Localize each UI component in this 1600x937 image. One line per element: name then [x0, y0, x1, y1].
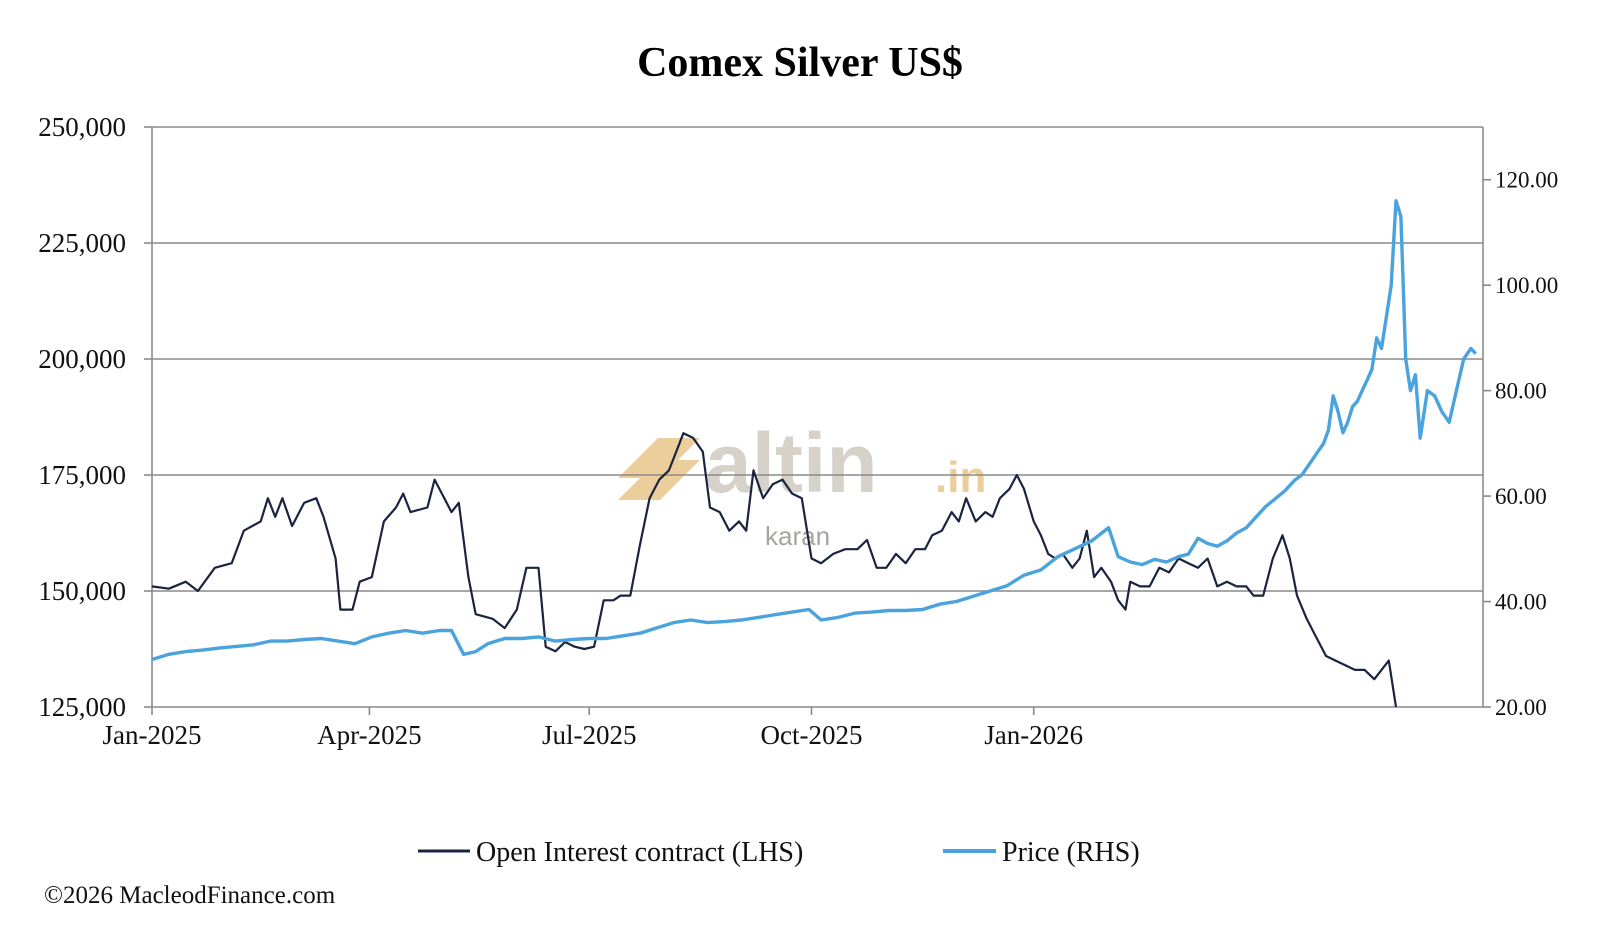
left-tick-label: 125,000 — [38, 692, 126, 722]
x-tick-label: Oct-2025 — [760, 720, 862, 750]
x-tick-label: Jan-2025 — [103, 720, 202, 750]
x-axis: Jan-2025 Apr-2025 Jul-2025 Oct-2025 Jan-2026 — [103, 707, 1083, 750]
watermark-sub: karan — [765, 521, 830, 551]
watermark-brand: altin — [705, 416, 878, 510]
right-tick-label: 120.00 — [1495, 168, 1558, 193]
legend-label-price: Price (RHS) — [1002, 837, 1140, 868]
series-line-price — [151, 199, 1478, 662]
watermark: altin .in karan — [618, 416, 986, 551]
x-tick-label: Apr-2025 — [317, 720, 421, 750]
left-tick-label: 175,000 — [38, 460, 126, 490]
right-tick-label: 80.00 — [1495, 379, 1547, 404]
copyright-text: ©2026 MacleodFinance.com — [44, 882, 336, 909]
watermark-suffix: .in — [935, 453, 986, 502]
left-tick-label: 250,000 — [38, 112, 126, 142]
right-axis: 20.00 40.00 60.00 80.00 100.00 120.00 — [1483, 168, 1558, 720]
watermark-logo-icon — [618, 438, 700, 500]
right-tick-label: 40.00 — [1495, 590, 1547, 615]
legend: Open Interest contract (LHS) Price (RHS) — [418, 837, 1140, 868]
left-tick-label: 150,000 — [38, 576, 126, 606]
x-tick-label: Jul-2025 — [542, 720, 637, 750]
right-tick-label: 100.00 — [1495, 273, 1558, 298]
chart-title: Comex Silver US$ — [637, 40, 963, 86]
series-layer — [151, 199, 1478, 708]
series-line-open-interest — [151, 432, 1398, 708]
x-tick-label: Jan-2026 — [984, 720, 1083, 750]
right-tick-label: 60.00 — [1495, 484, 1547, 509]
left-tick-label: 225,000 — [38, 228, 126, 258]
legend-label-open-interest: Open Interest contract (LHS) — [476, 837, 803, 868]
left-tick-label: 200,000 — [38, 344, 126, 374]
left-axis: 125,000 150,000 175,000 200,000 225,000 250,0… — [38, 112, 152, 722]
right-tick-label: 20.00 — [1495, 695, 1547, 720]
gridlines — [151, 126, 1484, 708]
